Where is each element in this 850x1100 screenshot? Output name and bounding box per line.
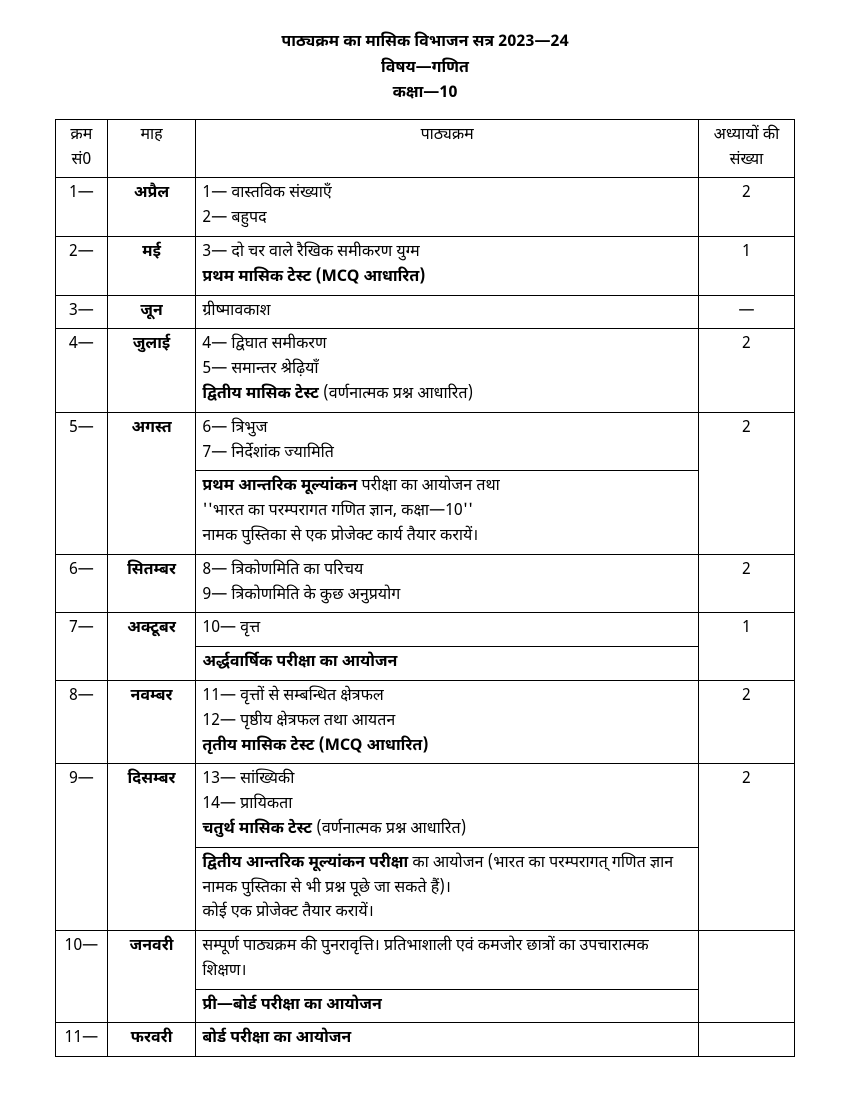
cell-sno: 7— [56, 613, 108, 681]
cell-syllabus: 13— सांख्यिकी14— प्रायिकताचतुर्थ मासिक ट… [196, 764, 699, 847]
cell-syllabus: 6— त्रिभुज7— निर्देशांक ज्यामिति [196, 412, 699, 471]
cell-month: जनवरी [107, 931, 196, 1023]
cell-sno: 1— [56, 178, 108, 237]
cell-syllabus: 1— वास्तविक संख्याएँ2— बहुपद [196, 178, 699, 237]
cell-chapters: 2 [698, 554, 794, 613]
cell-sno: 4— [56, 329, 108, 412]
cell-month: अगस्त [107, 412, 196, 554]
cell-month: अप्रैल [107, 178, 196, 237]
cell-chapters: 2 [698, 764, 794, 931]
table-row: 9—दिसम्बर13— सांख्यिकी14— प्रायिकताचतुर्… [56, 764, 795, 847]
cell-chapters: — [698, 295, 794, 329]
cell-sno: 10— [56, 931, 108, 1023]
cell-syllabus: सम्पूर्ण पाठ्यक्रम की पुनरावृत्ति। प्रति… [196, 931, 699, 990]
cell-chapters [698, 1023, 794, 1057]
cell-syllabus: ग्रीष्मावकाश [196, 295, 699, 329]
header-line-2: विषय—गणित [55, 56, 795, 82]
table-row: 1—अप्रैल1— वास्तविक संख्याएँ2— बहुपद2 [56, 178, 795, 237]
cell-month: सितम्बर [107, 554, 196, 613]
document-header: पाठ्यक्रम का मासिक विभाजन सत्र 2023—24 व… [55, 30, 795, 107]
header-line-1: पाठ्यक्रम का मासिक विभाजन सत्र 2023—24 [55, 30, 795, 56]
table-row: 4—जुलाई4— द्विघात समीकरण5— समान्तर श्रेढ… [56, 329, 795, 412]
cell-syllabus: अर्द्धवार्षिक परीक्षा का आयोजन [196, 647, 699, 681]
cell-syllabus: 4— द्विघात समीकरण5— समान्तर श्रेढ़ियाँद्… [196, 329, 699, 412]
cell-sno: 5— [56, 412, 108, 554]
cell-sno: 2— [56, 236, 108, 295]
cell-syllabus: 3— दो चर वाले रैखिक समीकरण युग्मप्रथम मा… [196, 236, 699, 295]
cell-syllabus: द्वितीय आन्तरिक मूल्यांकन परीक्षा का आयो… [196, 847, 699, 930]
cell-sno: 8— [56, 680, 108, 763]
cell-month: नवम्बर [107, 680, 196, 763]
table-row: 7—अक्टूबर10— वृत्त1 [56, 613, 795, 647]
col-header-month: माह [107, 119, 196, 178]
cell-chapters: 2 [698, 412, 794, 554]
cell-syllabus: प्रथम आन्तरिक मूल्यांकन परीक्षा का आयोजन… [196, 471, 699, 554]
cell-month: जून [107, 295, 196, 329]
cell-month: अक्टूबर [107, 613, 196, 681]
cell-month: फरवरी [107, 1023, 196, 1057]
cell-chapters: 1 [698, 613, 794, 681]
table-row: 8—नवम्बर11— वृत्तों से सम्बन्धित क्षेत्र… [56, 680, 795, 763]
table-row: 5—अगस्त6— त्रिभुज7— निर्देशांक ज्यामिति2 [56, 412, 795, 471]
cell-syllabus: बोर्ड परीक्षा का आयोजन [196, 1023, 699, 1057]
table-row: 11—फरवरीबोर्ड परीक्षा का आयोजन [56, 1023, 795, 1057]
col-header-syllabus: पाठ्यक्रम [196, 119, 699, 178]
cell-month: जुलाई [107, 329, 196, 412]
header-line-3: कक्षा—10 [55, 81, 795, 107]
cell-sno: 6— [56, 554, 108, 613]
table-row: 2—मई3— दो चर वाले रैखिक समीकरण युग्मप्रथ… [56, 236, 795, 295]
col-header-sno: क्रम सं0 [56, 119, 108, 178]
table-header-row: क्रम सं0 माह पाठ्यक्रम अध्यायों की संख्य… [56, 119, 795, 178]
cell-syllabus: 8— त्रिकोणमिति का परिचय9— त्रिकोणमिति के… [196, 554, 699, 613]
cell-month: दिसम्बर [107, 764, 196, 931]
cell-month: मई [107, 236, 196, 295]
table-row: 3—जूनग्रीष्मावकाश— [56, 295, 795, 329]
table-row: 6—सितम्बर8— त्रिकोणमिति का परिचय9— त्रिक… [56, 554, 795, 613]
cell-sno: 11— [56, 1023, 108, 1057]
cell-chapters [698, 931, 794, 1023]
cell-chapters: 2 [698, 680, 794, 763]
col-header-chapters: अध्यायों की संख्या [698, 119, 794, 178]
table-row: 10—जनवरीसम्पूर्ण पाठ्यक्रम की पुनरावृत्त… [56, 931, 795, 990]
cell-sno: 9— [56, 764, 108, 931]
cell-syllabus: प्री—बोर्ड परीक्षा का आयोजन [196, 989, 699, 1023]
cell-sno: 3— [56, 295, 108, 329]
cell-chapters: 1 [698, 236, 794, 295]
cell-chapters: 2 [698, 329, 794, 412]
cell-syllabus: 10— वृत्त [196, 613, 699, 647]
cell-syllabus: 11— वृत्तों से सम्बन्धित क्षेत्रफल12— पृ… [196, 680, 699, 763]
cell-chapters: 2 [698, 178, 794, 237]
syllabus-table: क्रम सं0 माह पाठ्यक्रम अध्यायों की संख्य… [55, 119, 795, 1058]
